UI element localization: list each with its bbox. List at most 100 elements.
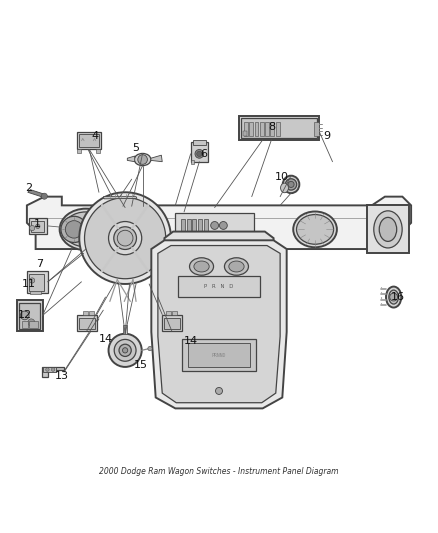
Bar — [239, 116, 319, 140]
Bar — [29, 321, 38, 328]
Text: 11: 11 — [22, 279, 36, 289]
Bar — [181, 220, 185, 231]
Text: 5: 5 — [133, 143, 140, 153]
Text: 15: 15 — [134, 360, 148, 370]
Circle shape — [65, 221, 83, 238]
Bar — [367, 205, 409, 253]
Bar — [187, 220, 191, 231]
Text: 9: 9 — [324, 131, 331, 141]
Ellipse shape — [389, 290, 399, 304]
Bar — [77, 149, 81, 153]
Text: 6: 6 — [200, 149, 207, 159]
Circle shape — [29, 278, 35, 283]
Polygon shape — [151, 155, 162, 161]
Circle shape — [46, 368, 49, 372]
Polygon shape — [28, 190, 46, 198]
Text: 13: 13 — [55, 370, 69, 381]
Polygon shape — [103, 197, 137, 199]
Circle shape — [61, 216, 87, 243]
Bar — [314, 123, 319, 136]
Bar — [198, 220, 202, 231]
Circle shape — [109, 222, 142, 255]
Circle shape — [195, 149, 204, 158]
Circle shape — [51, 368, 55, 372]
Text: 8: 8 — [268, 122, 275, 132]
Circle shape — [20, 311, 29, 320]
Bar — [175, 213, 254, 238]
Bar — [260, 123, 264, 135]
Ellipse shape — [190, 258, 214, 275]
Bar — [124, 325, 127, 334]
Bar — [19, 303, 40, 329]
Bar — [244, 131, 247, 135]
Text: 10: 10 — [276, 172, 290, 182]
Ellipse shape — [281, 183, 288, 193]
Ellipse shape — [386, 287, 401, 308]
Bar — [241, 118, 317, 138]
Polygon shape — [164, 231, 274, 249]
Circle shape — [85, 216, 111, 243]
Bar — [177, 276, 261, 297]
Bar — [27, 271, 48, 293]
Bar — [29, 218, 47, 234]
Ellipse shape — [194, 261, 209, 272]
Circle shape — [390, 293, 398, 301]
Bar — [270, 123, 274, 135]
Bar — [79, 318, 95, 329]
Ellipse shape — [283, 176, 299, 193]
Ellipse shape — [297, 215, 334, 244]
Circle shape — [79, 192, 171, 284]
Text: 14: 14 — [99, 334, 113, 344]
Polygon shape — [27, 197, 411, 249]
Bar — [204, 220, 208, 231]
Text: 4: 4 — [91, 131, 98, 141]
Circle shape — [197, 151, 202, 157]
Ellipse shape — [229, 261, 244, 272]
Bar — [166, 311, 171, 316]
Circle shape — [219, 222, 227, 229]
Text: P   R   N   D: P R N D — [205, 284, 233, 289]
Bar — [192, 220, 196, 231]
Circle shape — [123, 348, 128, 353]
Bar — [182, 338, 256, 372]
Bar — [96, 149, 100, 153]
Bar — [276, 123, 280, 135]
Circle shape — [138, 155, 148, 164]
Bar — [31, 221, 44, 231]
Bar — [188, 343, 250, 367]
Bar — [83, 311, 88, 316]
Bar — [17, 300, 42, 331]
Ellipse shape — [293, 212, 337, 247]
Bar — [193, 140, 206, 145]
Circle shape — [28, 319, 35, 326]
Circle shape — [117, 230, 133, 246]
Ellipse shape — [63, 212, 109, 247]
Text: 7: 7 — [36, 260, 43, 269]
Bar — [30, 290, 41, 294]
Bar — [254, 123, 258, 135]
Circle shape — [286, 179, 297, 190]
Circle shape — [89, 221, 106, 238]
Ellipse shape — [379, 217, 397, 241]
Text: 16: 16 — [391, 292, 405, 302]
Circle shape — [109, 334, 142, 367]
Bar — [172, 311, 177, 316]
Bar — [89, 311, 94, 316]
Ellipse shape — [224, 258, 248, 275]
Text: PRNND: PRNND — [212, 353, 226, 358]
Circle shape — [29, 225, 35, 231]
Circle shape — [41, 193, 47, 199]
Text: 2: 2 — [25, 183, 33, 193]
Bar — [77, 132, 101, 149]
Bar — [244, 123, 248, 135]
Text: 1: 1 — [34, 219, 41, 229]
Polygon shape — [158, 246, 280, 403]
Bar — [162, 314, 182, 331]
Bar — [249, 123, 253, 135]
Bar — [77, 314, 97, 331]
Bar — [191, 160, 194, 164]
Circle shape — [119, 344, 131, 357]
Ellipse shape — [134, 154, 151, 166]
Bar — [42, 367, 56, 372]
Text: 12: 12 — [18, 310, 32, 319]
